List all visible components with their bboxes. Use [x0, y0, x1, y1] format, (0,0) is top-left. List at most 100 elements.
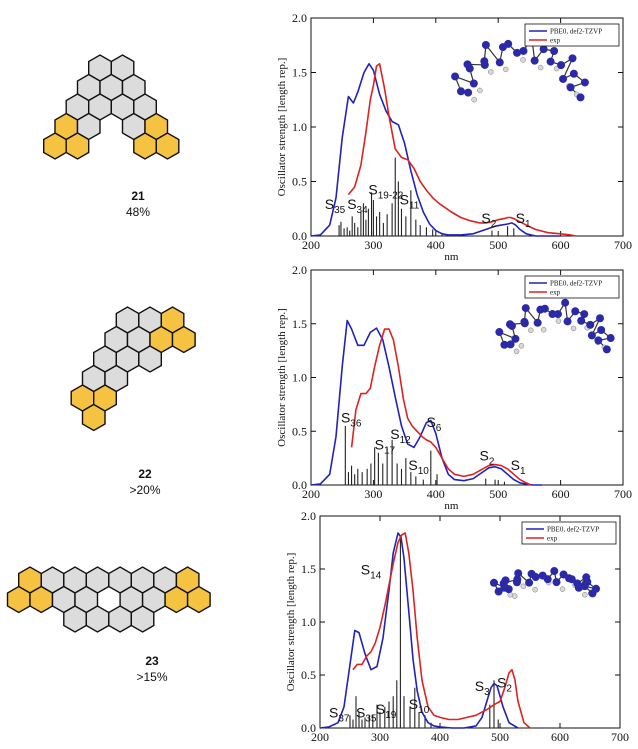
state-index: 12 — [400, 435, 412, 446]
state-index: 1 — [520, 466, 526, 477]
x-tick-label: 500 — [489, 238, 507, 252]
legend-label: PBE0, def2-TZVP — [547, 526, 599, 534]
state-index: 34 — [357, 205, 369, 216]
carbon-atom — [521, 304, 530, 313]
y-tick-label: 1.5 — [292, 66, 307, 80]
compound-yield: 48% — [126, 205, 150, 219]
hydrogen-atom — [488, 69, 494, 75]
legend-label: PBE0, def2-TZVP — [550, 280, 602, 288]
carbon-atom — [596, 314, 605, 323]
hydrogen-atom — [520, 583, 527, 590]
carbon-atom — [504, 585, 513, 594]
carbon-atom — [557, 61, 566, 70]
carbon-atom — [514, 569, 523, 578]
hydrogen-atom — [540, 327, 547, 333]
carbon-atom — [519, 46, 528, 55]
y-tick-label: 1.0 — [292, 120, 307, 134]
state-index: 19-22 — [378, 191, 404, 202]
carbon-atom — [495, 58, 504, 67]
carbon-atom — [494, 587, 503, 596]
ring — [43, 132, 67, 160]
theory-spectrum-line — [310, 63, 561, 237]
ring — [108, 605, 133, 633]
carbon-atom — [539, 45, 548, 54]
legend-label: PBE0, def2-TZVP — [550, 28, 602, 36]
state-letter: S — [325, 196, 334, 212]
compound-yield: >15% — [136, 670, 167, 684]
state-label: S2 — [497, 675, 512, 695]
x-tick-label: 500 — [489, 487, 507, 501]
state-letter: S — [481, 210, 490, 226]
x-tick-label: 600 — [552, 487, 570, 501]
state-index: 10 — [418, 705, 430, 716]
hydrogen-atom — [513, 348, 520, 355]
state-label: S12 — [390, 426, 411, 446]
x-tick-label: 300 — [371, 730, 389, 744]
carbon-atom — [577, 316, 586, 325]
molecule-3d-render — [495, 298, 615, 355]
y-tick-label: 1.5 — [301, 562, 316, 576]
carbon-atom — [546, 57, 555, 66]
spectrum-chart-3: 200 300 400 500 600 700 0.0 0.5 1.0 1.5 2.0 Oscilla… — [285, 509, 629, 744]
state-index: 35 — [334, 205, 346, 216]
spectrum-chart-1: 200 300 400 500 600 700 0.0 0.5 1.0 1.5 2.0 Oscilla… — [276, 11, 632, 263]
hydrogen-atom — [582, 591, 588, 598]
state-label: S1 — [511, 457, 526, 477]
hydrogen-atom — [471, 96, 477, 103]
state-index: 10 — [418, 466, 430, 477]
carbon-atom — [548, 310, 557, 319]
carbon-atom — [513, 48, 522, 57]
carbon-atom — [569, 69, 578, 78]
carbon-atom — [580, 310, 589, 319]
x-tick-label: 700 — [614, 487, 632, 501]
state-label: S19-22 — [368, 182, 403, 202]
carbon-atom — [489, 578, 498, 587]
carbon-atom — [565, 574, 574, 583]
ring — [133, 132, 158, 160]
state-index: 35 — [365, 713, 377, 724]
state-index: 2 — [506, 684, 512, 695]
state-label: S17 — [375, 437, 396, 457]
legend-box — [524, 275, 620, 299]
carbon-atom — [506, 340, 515, 349]
compound-yield: >20% — [129, 483, 160, 497]
molecule-3d-render — [451, 33, 589, 103]
spectra-column: 200 300 400 500 600 700 0.0 0.5 1.0 1.5 2.0 Oscilla… — [276, 11, 632, 744]
y-axis-title: Oscillator strength [length rep.] — [276, 58, 288, 197]
hydrogen-atom — [555, 318, 562, 324]
carbon-atom — [499, 579, 508, 588]
y-axis-title: Oscillator strength [length rep.] — [285, 553, 297, 692]
hydrogen-atom — [477, 87, 483, 94]
legend-label: exp — [547, 535, 558, 543]
x-tick-label: 700 — [611, 730, 629, 744]
ring — [186, 585, 211, 614]
carbon-atom — [456, 87, 465, 96]
state-label: S1 — [516, 210, 531, 230]
carbon-atom — [525, 578, 534, 587]
state-label: S10 — [409, 696, 430, 716]
state-letter: S — [341, 410, 350, 426]
state-label: S19 — [376, 701, 397, 721]
ring — [164, 585, 189, 614]
compound-number: 23 — [145, 654, 159, 668]
carbon-atom — [588, 589, 597, 598]
compound-number: 21 — [131, 189, 145, 203]
carbon-atom — [495, 328, 504, 337]
carbon-atom — [580, 78, 589, 87]
molecule-23-structure — [6, 566, 211, 633]
state-label: S10 — [408, 457, 429, 477]
state-label: S36 — [341, 410, 362, 430]
hydrogen-atom — [518, 343, 525, 349]
y-tick-label: 2.0 — [301, 509, 316, 523]
legend-label: exp — [550, 37, 561, 45]
y-tick-label: 0.0 — [301, 721, 316, 735]
carbon-atom — [530, 56, 539, 65]
hydrogen-atom — [520, 57, 526, 63]
molecule-21-structure — [43, 54, 180, 160]
x-tick-label: 700 — [614, 238, 632, 252]
plot-frame — [319, 515, 621, 729]
ring — [85, 605, 110, 633]
state-letter: S — [368, 182, 377, 198]
